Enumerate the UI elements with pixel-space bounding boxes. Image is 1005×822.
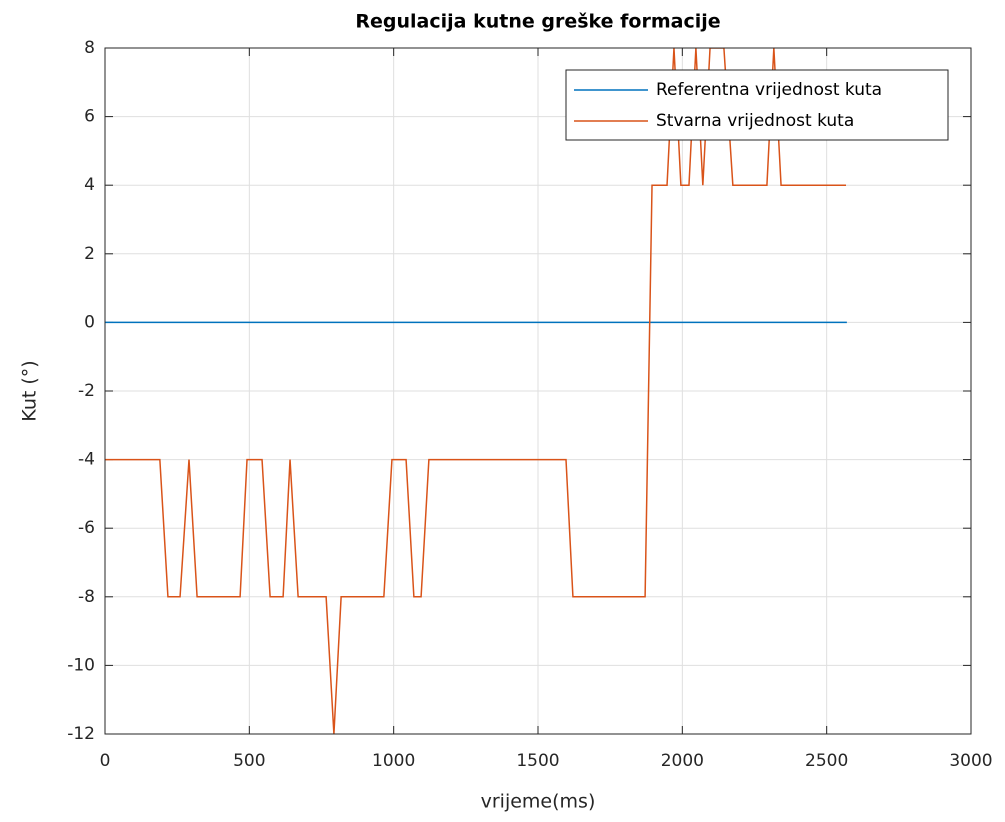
x-tick-label: 3000 — [949, 751, 992, 771]
y-tick-label: -10 — [67, 655, 95, 675]
x-tick-label: 0 — [100, 751, 111, 771]
y-tick-label: 4 — [84, 175, 95, 195]
y-tick-label: 6 — [84, 107, 95, 127]
legend-label: Stvarna vrijednost kuta — [656, 111, 854, 131]
x-tick-label: 1500 — [516, 751, 559, 771]
y-axis-label: Kut (°) — [19, 360, 41, 421]
axes-box — [104, 47, 972, 735]
x-axis-label: vrijeme(ms) — [481, 791, 596, 813]
y-tick-label: -12 — [67, 724, 95, 744]
y-tick-label: -4 — [78, 450, 95, 470]
y-tick-label: 2 — [84, 244, 95, 264]
y-tick-label: -2 — [78, 381, 95, 401]
chart-title: Regulacija kutne greške formacije — [355, 11, 720, 33]
y-tick-label: -6 — [78, 518, 95, 538]
legend-label: Referentna vrijednost kuta — [656, 80, 882, 100]
x-tick-label: 500 — [233, 751, 265, 771]
y-tick-label: 8 — [84, 38, 95, 58]
x-tick-label: 1000 — [372, 751, 415, 771]
x-tick-label: 2500 — [805, 751, 848, 771]
x-tick-label: 2000 — [661, 751, 704, 771]
legend-box — [565, 69, 949, 141]
y-tick-label: -8 — [78, 587, 95, 607]
y-tick-label: 0 — [84, 312, 95, 332]
